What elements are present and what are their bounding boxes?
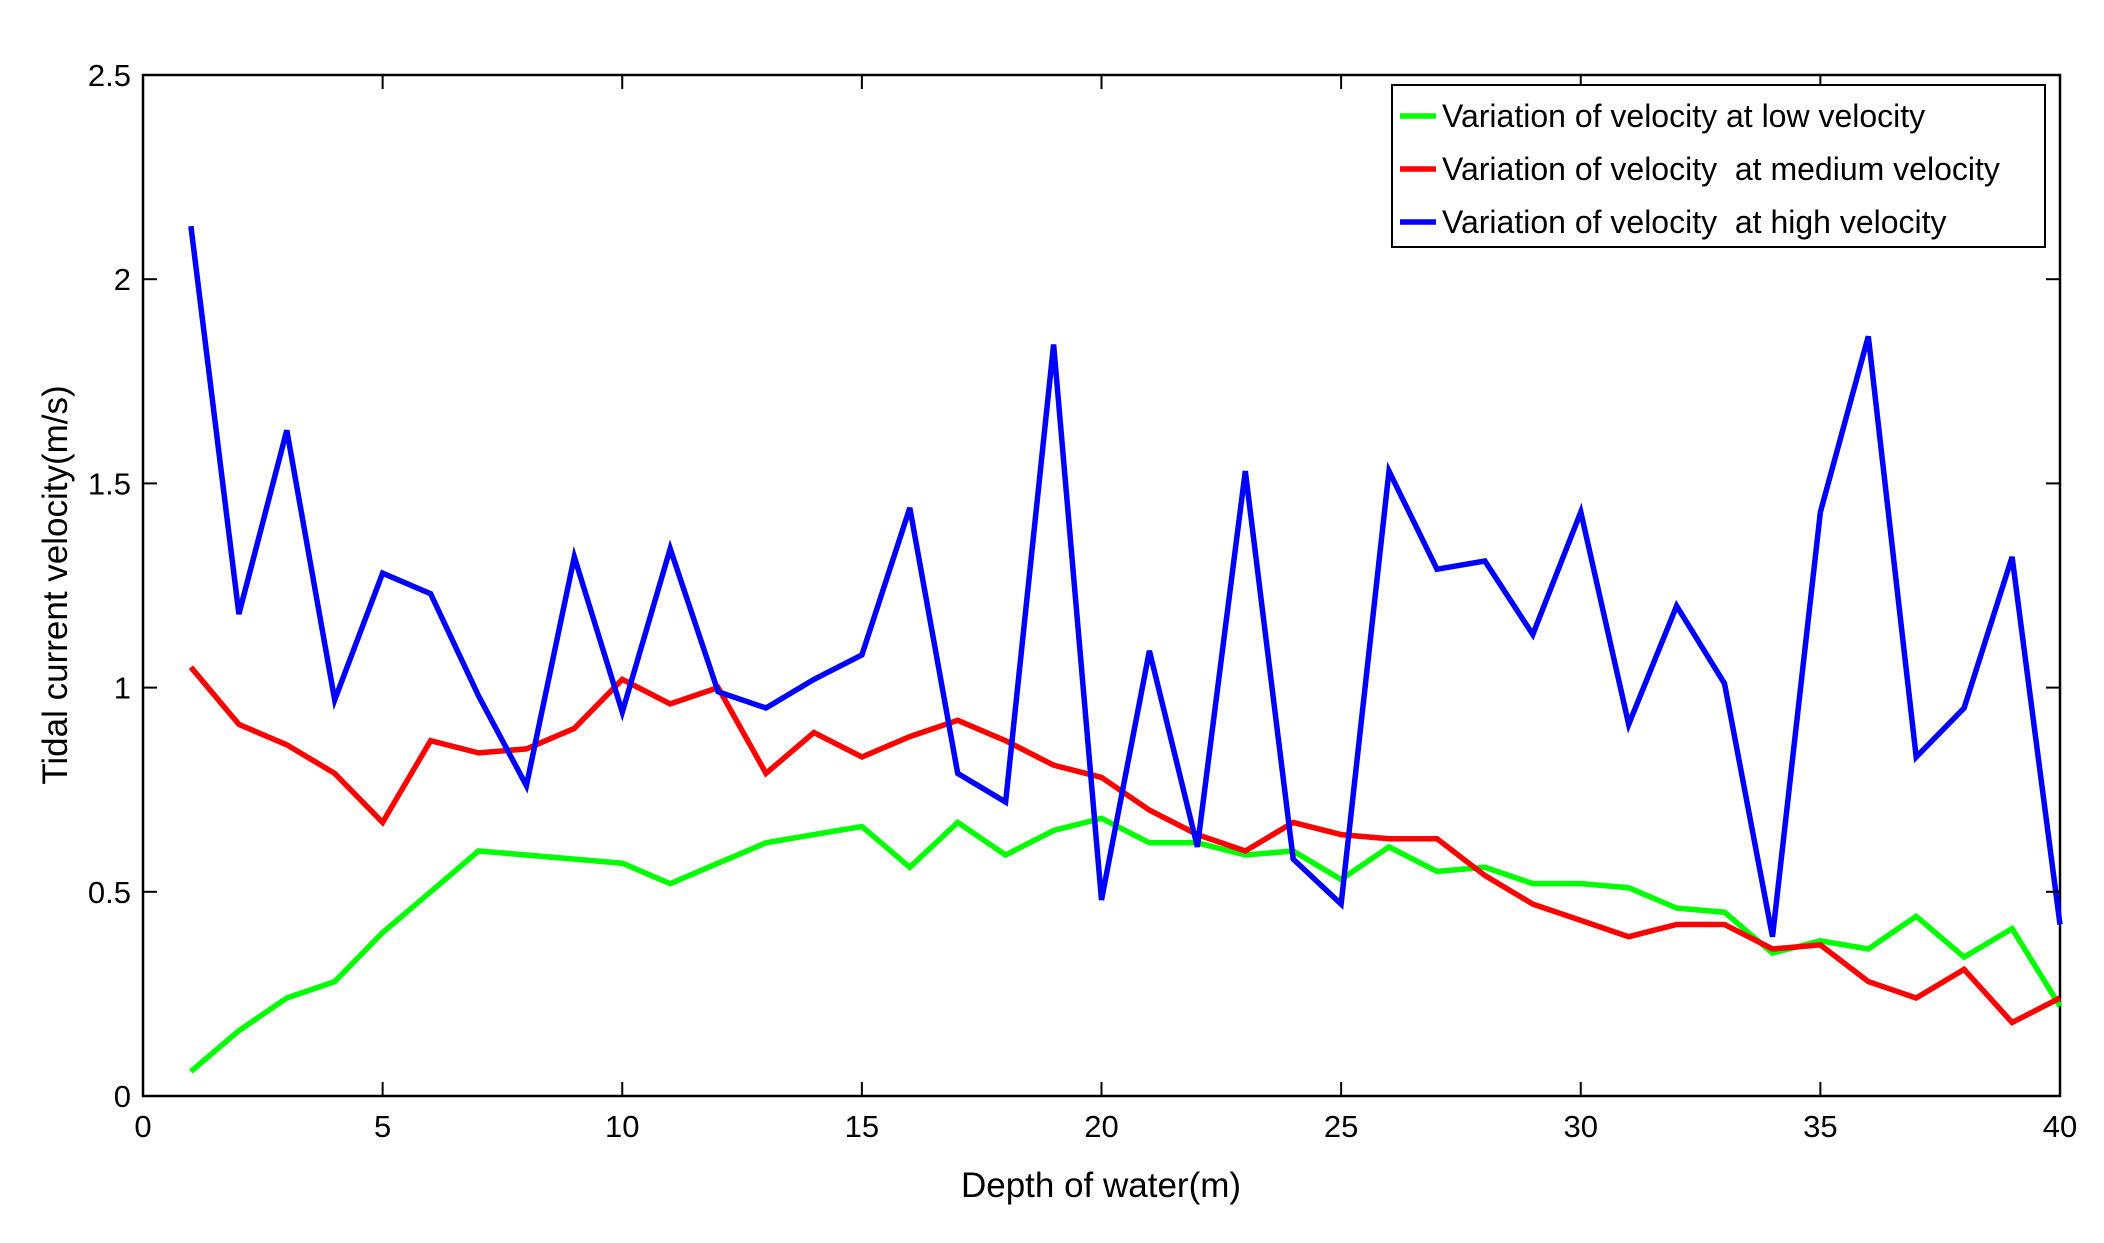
legend-entries: Variation of velocity at low velocity Var… <box>1400 98 2000 240</box>
y-tick-label: 0.5 <box>88 875 131 910</box>
x-tick-label: 20 <box>1084 1109 1118 1144</box>
x-tick-label: 25 <box>1324 1109 1358 1144</box>
legend: Variation of velocity at low velocity Var… <box>1391 84 2046 248</box>
y-axis-title: Tidal current velocity(m/s) <box>36 385 75 784</box>
y-tick-label: 0 <box>114 1079 131 1114</box>
legend-box <box>1391 84 2046 248</box>
x-axis-title: Depth of water(m) <box>961 1166 1241 1205</box>
y-tick-label: 1.5 <box>88 466 131 501</box>
x-tick-label: 35 <box>1803 1109 1837 1144</box>
series-line-2 <box>188 665 2062 1026</box>
x-tick-label: 30 <box>1564 1109 1598 1144</box>
y-tick-label: 1 <box>114 671 131 706</box>
series-line-3 <box>188 225 2063 938</box>
x-tick-label: 15 <box>845 1109 879 1144</box>
x-tick-label: 10 <box>605 1109 639 1144</box>
y-axis-ticks: 0 0.5 1 1.5 2 2.5 <box>88 58 2060 1114</box>
series-line-1 <box>189 815 2063 1074</box>
series-layer <box>188 225 2063 1074</box>
y-tick-label: 2.5 <box>88 58 131 93</box>
legend-label-2: Variation of velocity at medium velocity <box>1442 151 2000 187</box>
x-tick-label: 0 <box>134 1109 151 1144</box>
x-axis-ticks: 0 5 10 15 20 25 30 35 40 <box>134 75 2077 1144</box>
y-tick-label: 2 <box>114 262 131 297</box>
legend-label-1: Variation of velocity at low velocity <box>1442 98 1925 134</box>
x-tick-label: 5 <box>374 1109 391 1144</box>
x-tick-label: 40 <box>2043 1109 2077 1144</box>
legend-label-3: Variation of velocity at high velocity <box>1442 204 1947 240</box>
